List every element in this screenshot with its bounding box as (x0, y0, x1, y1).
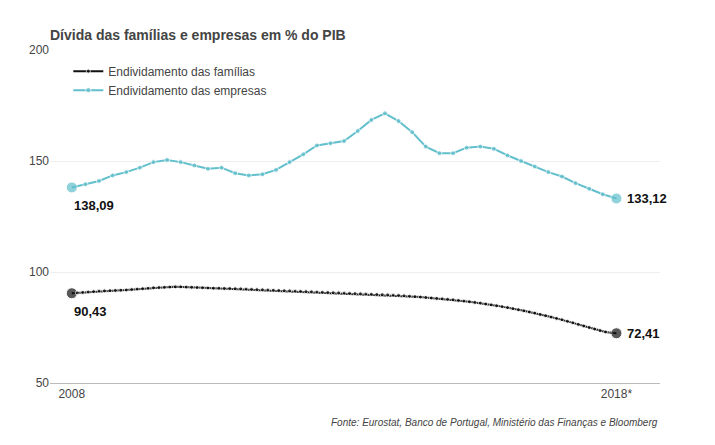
svg-text:2018*: 2018* (601, 387, 633, 401)
svg-text:90,43: 90,43 (74, 304, 107, 319)
svg-text:Fonte: Eurostat, Banco de Port: Fonte: Eurostat, Banco de Portugal, Mini… (331, 417, 658, 428)
svg-text:Dívida das famílias e empresas: Dívida das famílias e empresas em % do P… (50, 27, 346, 43)
svg-text:150: 150 (29, 154, 49, 168)
svg-text:200: 200 (29, 43, 49, 57)
svg-text:72,41: 72,41 (627, 326, 660, 341)
svg-text:138,09: 138,09 (74, 198, 114, 213)
svg-text:Endividamento das empresas: Endividamento das empresas (108, 84, 266, 98)
svg-text:Endividamento das famílias: Endividamento das famílias (108, 65, 255, 79)
svg-text:50: 50 (36, 376, 50, 390)
svg-text:2008: 2008 (58, 387, 85, 401)
svg-text:100: 100 (29, 265, 49, 279)
svg-text:133,12: 133,12 (627, 191, 667, 206)
